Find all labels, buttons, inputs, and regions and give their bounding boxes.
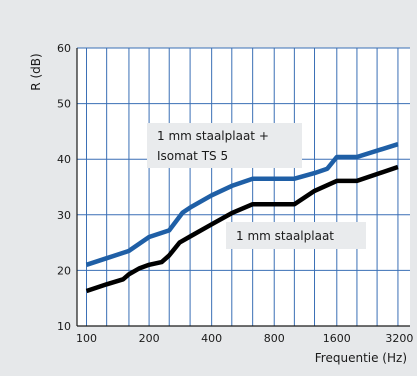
series-label-box xyxy=(147,123,302,168)
x-tick-label: 800 xyxy=(264,332,285,345)
x-tick-label: 100 xyxy=(76,332,97,345)
x-tick-labels: 100 200 400 800 1600 3200 xyxy=(76,332,413,345)
series-lines xyxy=(85,142,399,294)
series-line-0 xyxy=(85,142,399,267)
series-label-line: 1 mm staalplaat + xyxy=(157,129,269,143)
y-tick-label: 30 xyxy=(57,209,71,222)
y-tick-label: 50 xyxy=(57,98,71,111)
series-annotations: 1 mm staalplaat +Isomat TS 51 mm staalpl… xyxy=(147,123,366,249)
y-tick-labels: 10 20 30 40 50 60 xyxy=(57,42,71,333)
series-label-1: 1 mm staalplaat xyxy=(226,222,366,249)
plot-area xyxy=(77,48,410,326)
y-axis-title: R (dB) xyxy=(29,53,43,90)
y-tick-label: 60 xyxy=(57,42,71,55)
y-tick-label: 10 xyxy=(57,320,71,333)
x-tick-label: 1600 xyxy=(323,332,351,345)
x-axis-title: Frequentie (Hz) xyxy=(315,351,407,365)
series-label-line: Isomat TS 5 xyxy=(157,149,228,163)
series-label-box xyxy=(226,222,366,249)
x-tick-label: 200 xyxy=(139,332,160,345)
x-tick-label: 3200 xyxy=(385,332,413,345)
axes xyxy=(76,48,410,327)
series-label-line: 1 mm staalplaat xyxy=(236,229,334,243)
x-tick-label: 400 xyxy=(201,332,222,345)
series-label-0: 1 mm staalplaat + Isomat TS 5 xyxy=(147,123,302,168)
y-tick-label: 40 xyxy=(57,153,71,166)
series-line-1 xyxy=(85,164,399,294)
y-tick-label: 20 xyxy=(57,264,71,277)
